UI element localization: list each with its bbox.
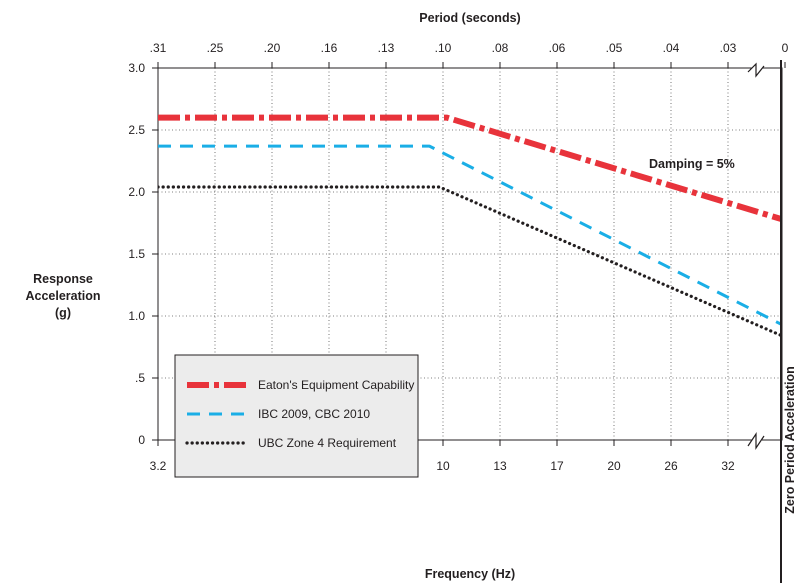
x2-tick-label: .04: [663, 41, 680, 55]
x2-tick-label: 0: [782, 41, 789, 55]
x2-tick-label: .10: [435, 41, 452, 55]
y-tick-label: 1.0: [128, 309, 145, 323]
axis-break-top: [747, 60, 765, 78]
x2-tick-label: .03: [720, 41, 737, 55]
y-axis-title-line-3: (g): [55, 306, 71, 320]
legend: Eaton's Equipment Capability IBC 2009, CB…: [174, 354, 419, 478]
x2-tick-labels: .31 .25 .20 .16 .13 .10 .08 .06 .05 .04 .03 0: [150, 41, 789, 55]
y-tick-label: 1.5: [128, 247, 145, 261]
y-axis-title-line-1: Response: [33, 272, 93, 286]
y-tick-labels: 0 .5 1.0 1.5 2.0 2.5 3.0: [128, 61, 145, 447]
x2-tick-label: .06: [549, 41, 566, 55]
x-tick-label: 17: [550, 459, 564, 473]
x2-tick-label: .20: [264, 41, 281, 55]
x2-tick-label: .08: [492, 41, 509, 55]
axis-break-bottom: [747, 432, 765, 450]
y-tick-label: 0: [138, 433, 145, 447]
legend-box: [174, 354, 419, 478]
damping-annotation: Damping = 5%: [649, 157, 735, 171]
x2-tick-label: .31: [150, 41, 167, 55]
series-line-1: [158, 144, 782, 327]
y-tick-label: 3.0: [128, 61, 145, 75]
x-tick-label: 3.2: [150, 459, 167, 473]
x-axis-title: Frequency (Hz): [425, 567, 515, 581]
x2-tick-label: .13: [378, 41, 395, 55]
x-tick-label: 26: [664, 459, 678, 473]
y-tick-label: .5: [135, 371, 145, 385]
y-tick-label: 2.5: [128, 123, 145, 137]
legend-label-2: UBC Zone 4 Requirement: [258, 436, 397, 450]
x2-tick-label: .05: [606, 41, 623, 55]
legend-label-1: IBC 2009, CBC 2010: [258, 407, 370, 421]
y-axis-title-line-2: Acceleration: [25, 289, 100, 303]
y-tick-label: 2.0: [128, 185, 145, 199]
series-line-0: [158, 114, 782, 223]
x2-tick-label: .16: [321, 41, 338, 55]
x-tick-label: 20: [607, 459, 621, 473]
x2-tick-label: .25: [207, 41, 224, 55]
x-tick-label: 13: [493, 459, 507, 473]
gridlines: [158, 68, 782, 440]
legend-label-0: Eaton's Equipment Capability: [258, 378, 414, 392]
x-tick-label: 10: [436, 459, 450, 473]
x2-axis-title: Period (seconds): [419, 11, 520, 25]
series-group: [158, 114, 782, 338]
zero-period-acceleration-label: Zero Period Acceleration: [783, 366, 794, 514]
x-tick-label: 32: [721, 459, 735, 473]
series-line-2: [158, 185, 782, 338]
